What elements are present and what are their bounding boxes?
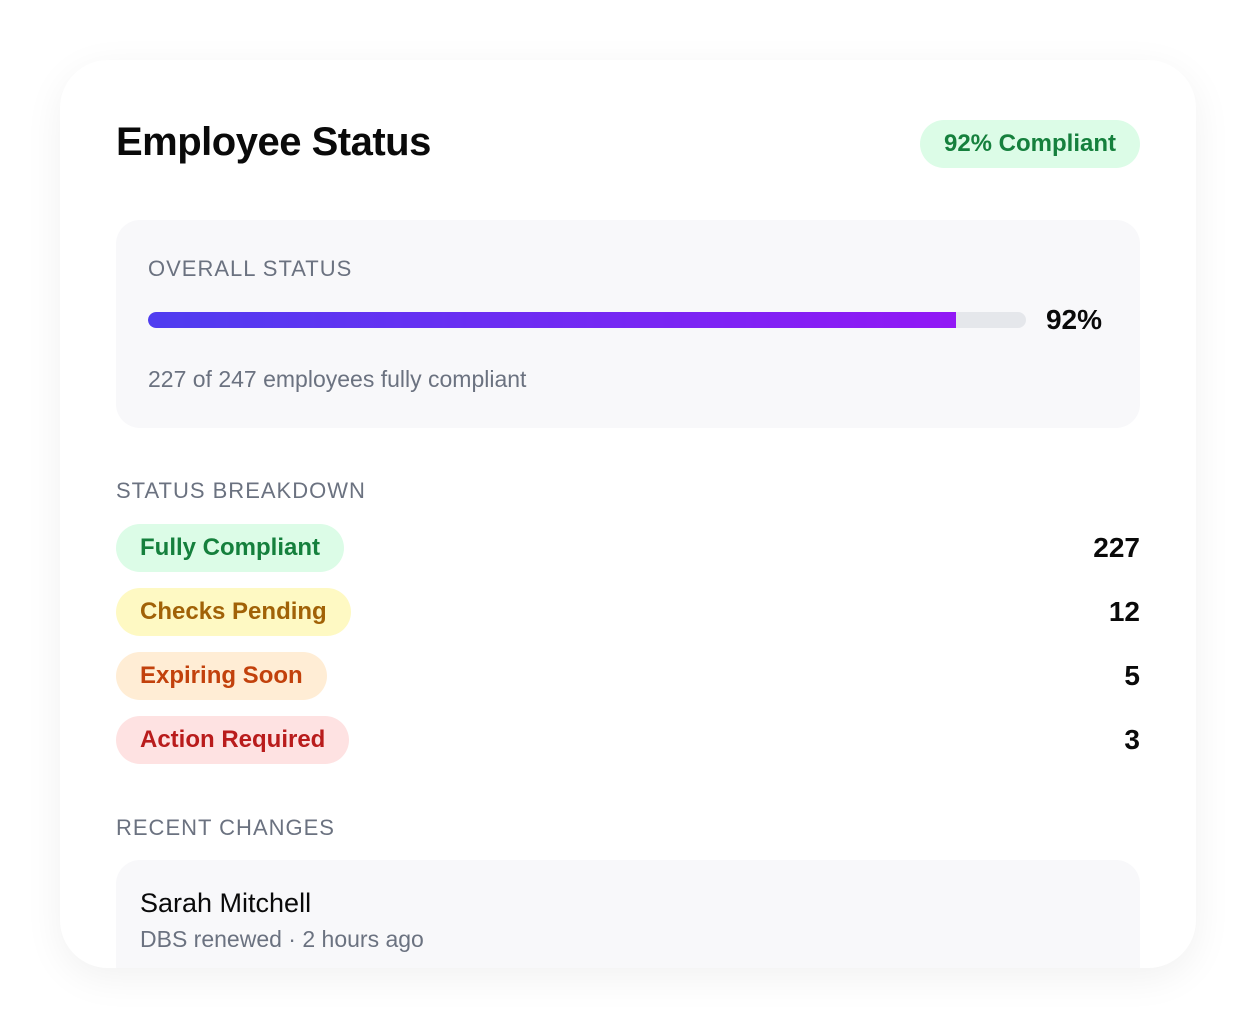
status-row-expiring-soon[interactable]: Expiring Soon 5: [116, 652, 1140, 700]
status-breakdown-label: STATUS BREAKDOWN: [116, 478, 366, 503]
status-count: 3: [1124, 724, 1140, 755]
change-detail: DBS renewed · 2 hours ago: [140, 926, 424, 952]
status-pill: Expiring Soon: [116, 652, 327, 700]
recent-changes-label: RECENT CHANGES: [116, 815, 335, 840]
employee-name: Sarah Mitchell: [140, 888, 312, 918]
status-pill: Fully Compliant: [116, 524, 344, 572]
compliance-progress-fill: [148, 312, 956, 328]
status-count: 227: [1093, 532, 1140, 563]
employee-status-card: Employee Status 92% Compliant OVERALL ST…: [60, 60, 1196, 968]
compliance-progress-bar: [148, 312, 1026, 328]
overall-status-panel: OVERALL STATUS 92% 227 of 247 employees …: [116, 220, 1140, 428]
status-count: 5: [1124, 660, 1140, 691]
status-row-checks-pending[interactable]: Checks Pending 12: [116, 588, 1140, 636]
status-row-action-required[interactable]: Action Required 3: [116, 716, 1140, 764]
compliance-summary: 227 of 247 employees fully compliant: [148, 366, 527, 392]
status-breakdown-list: Fully Compliant 227 Checks Pending 12 Ex…: [116, 524, 1140, 780]
status-row-fully-compliant[interactable]: Fully Compliant 227: [116, 524, 1140, 572]
overall-status-label: OVERALL STATUS: [148, 256, 353, 281]
status-pill: Action Required: [116, 716, 350, 764]
recent-change-item[interactable]: Sarah Mitchell DBS renewed · 2 hours ago: [116, 860, 1140, 968]
compliance-badge: 92% Compliant: [919, 120, 1140, 168]
compliance-percent: 92%: [1045, 304, 1102, 335]
card-title: Employee Status: [116, 120, 431, 164]
status-pill: Checks Pending: [116, 588, 351, 636]
status-count: 12: [1108, 596, 1140, 627]
